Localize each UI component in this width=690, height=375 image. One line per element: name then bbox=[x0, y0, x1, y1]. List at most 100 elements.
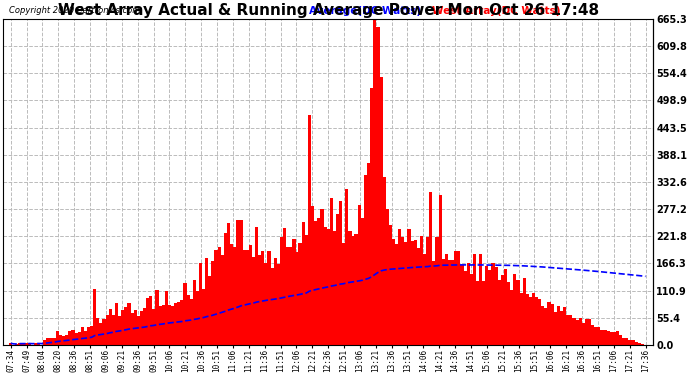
Bar bbox=[473, 255, 476, 345]
Bar bbox=[445, 254, 448, 345]
Bar bbox=[547, 302, 551, 345]
Bar bbox=[413, 240, 417, 345]
Bar bbox=[330, 198, 333, 345]
Bar bbox=[134, 310, 137, 345]
Bar bbox=[289, 247, 293, 345]
Bar bbox=[128, 303, 130, 345]
Bar bbox=[267, 251, 270, 345]
Bar bbox=[600, 330, 604, 345]
Bar bbox=[165, 291, 168, 345]
Bar bbox=[345, 189, 348, 345]
Bar bbox=[258, 255, 262, 345]
Bar bbox=[305, 235, 308, 345]
Bar bbox=[124, 306, 128, 345]
Bar bbox=[202, 289, 205, 345]
Bar bbox=[326, 229, 330, 345]
Bar bbox=[90, 326, 93, 345]
Bar bbox=[448, 260, 451, 345]
Bar bbox=[317, 218, 320, 345]
Bar bbox=[280, 237, 283, 345]
Bar bbox=[541, 306, 544, 345]
Bar bbox=[37, 343, 40, 345]
Bar bbox=[457, 251, 460, 345]
Bar bbox=[507, 282, 510, 345]
Bar bbox=[299, 243, 302, 345]
Bar bbox=[386, 209, 389, 345]
Bar bbox=[510, 290, 513, 345]
Bar bbox=[563, 307, 566, 345]
Bar bbox=[429, 192, 433, 345]
Bar bbox=[464, 271, 466, 345]
Bar bbox=[190, 299, 193, 345]
Bar bbox=[544, 308, 548, 345]
Bar bbox=[252, 257, 255, 345]
Bar bbox=[324, 227, 326, 345]
Bar bbox=[629, 340, 631, 345]
Bar bbox=[302, 222, 305, 345]
Bar bbox=[196, 291, 199, 345]
Bar bbox=[233, 247, 237, 345]
Bar bbox=[501, 275, 504, 345]
Bar bbox=[435, 237, 439, 345]
Bar bbox=[68, 331, 72, 345]
Bar bbox=[106, 315, 109, 345]
Bar bbox=[217, 247, 221, 345]
Bar bbox=[248, 245, 252, 345]
Bar bbox=[71, 330, 75, 345]
Bar bbox=[551, 303, 554, 345]
Bar bbox=[115, 303, 118, 345]
Bar bbox=[351, 236, 355, 345]
Bar bbox=[320, 209, 324, 345]
Bar bbox=[398, 229, 402, 345]
Bar bbox=[407, 229, 411, 345]
Bar bbox=[497, 279, 501, 345]
Bar bbox=[607, 331, 610, 345]
Bar bbox=[395, 244, 398, 345]
Bar bbox=[516, 280, 520, 345]
Bar bbox=[311, 206, 314, 345]
Bar bbox=[470, 274, 473, 345]
Bar bbox=[159, 306, 161, 345]
Title: West Array Actual & Running Average Power Mon Oct 26 17:48: West Array Actual & Running Average Powe… bbox=[57, 3, 599, 18]
Bar bbox=[286, 248, 289, 345]
Bar bbox=[221, 255, 224, 345]
Bar bbox=[460, 265, 464, 345]
Bar bbox=[625, 338, 629, 345]
Bar bbox=[495, 267, 497, 345]
Bar bbox=[520, 293, 522, 345]
Bar bbox=[46, 338, 50, 345]
Bar bbox=[261, 251, 264, 345]
Bar bbox=[193, 280, 196, 345]
Bar bbox=[19, 343, 21, 345]
Bar bbox=[476, 280, 479, 345]
Bar bbox=[485, 266, 489, 345]
Bar bbox=[423, 254, 426, 345]
Bar bbox=[140, 311, 143, 345]
Bar bbox=[604, 330, 607, 345]
Bar bbox=[211, 261, 215, 345]
Text: Copyright 2020 Cartronics.com: Copyright 2020 Cartronics.com bbox=[9, 6, 141, 15]
Bar bbox=[598, 327, 600, 345]
Bar bbox=[264, 263, 268, 345]
Bar bbox=[380, 77, 383, 345]
Bar bbox=[404, 242, 408, 345]
Bar bbox=[342, 243, 345, 345]
Bar bbox=[526, 294, 529, 345]
Bar bbox=[308, 115, 311, 345]
Bar bbox=[575, 320, 579, 345]
Bar bbox=[112, 315, 115, 345]
Bar bbox=[146, 298, 149, 345]
Bar bbox=[87, 327, 90, 345]
Bar bbox=[59, 336, 62, 345]
Bar bbox=[121, 310, 124, 345]
Bar bbox=[361, 218, 364, 345]
Bar bbox=[619, 335, 622, 345]
Bar bbox=[270, 268, 274, 345]
Bar bbox=[557, 306, 560, 345]
Bar bbox=[482, 280, 485, 345]
Bar bbox=[370, 88, 373, 345]
Bar bbox=[99, 323, 103, 345]
Bar bbox=[454, 251, 457, 345]
Bar bbox=[56, 331, 59, 345]
Bar bbox=[96, 318, 99, 345]
